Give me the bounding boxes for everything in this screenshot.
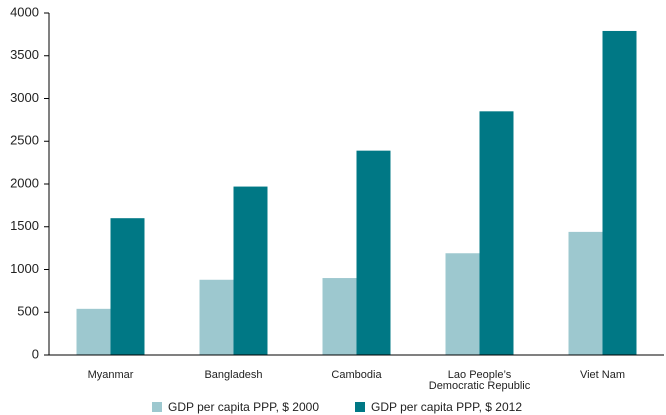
bar <box>110 218 145 355</box>
y-tick-label: 0 <box>32 346 39 361</box>
bar <box>76 308 111 355</box>
bar <box>233 186 268 355</box>
bar <box>568 231 603 355</box>
bar <box>602 30 637 356</box>
bar <box>322 278 357 355</box>
y-tick-label: 500 <box>17 304 39 319</box>
legend-label: GDP per capita PPP, $ 2000 <box>168 400 319 414</box>
y-tick-label: 1500 <box>10 218 39 233</box>
y-tick-label: 4000 <box>10 4 39 19</box>
y-tick-label: 2000 <box>10 175 39 190</box>
x-tick-label: Myanmar <box>87 369 134 381</box>
bar <box>479 111 514 355</box>
legend-swatch <box>152 402 162 412</box>
y-tick-label: 2500 <box>10 133 39 148</box>
bar <box>199 279 234 355</box>
x-tick-label: Bangladesh <box>204 369 263 381</box>
y-tick-label: 3500 <box>10 47 39 62</box>
legend-swatch <box>355 402 365 412</box>
bar <box>356 150 391 355</box>
y-tick-label: 1000 <box>10 261 39 276</box>
legend-label: GDP per capita PPP, $ 2012 <box>371 400 522 414</box>
x-tick-label: Viet Nam <box>579 369 626 381</box>
legend-item: GDP per capita PPP, $ 2012 <box>355 400 522 414</box>
x-tick-label: Lao People’s Democratic Republic <box>428 369 531 392</box>
x-tick-label: Cambodia <box>331 369 382 381</box>
legend-item: GDP per capita PPP, $ 2000 <box>152 400 319 414</box>
y-tick-label: 3000 <box>10 90 39 105</box>
bar <box>445 253 480 355</box>
